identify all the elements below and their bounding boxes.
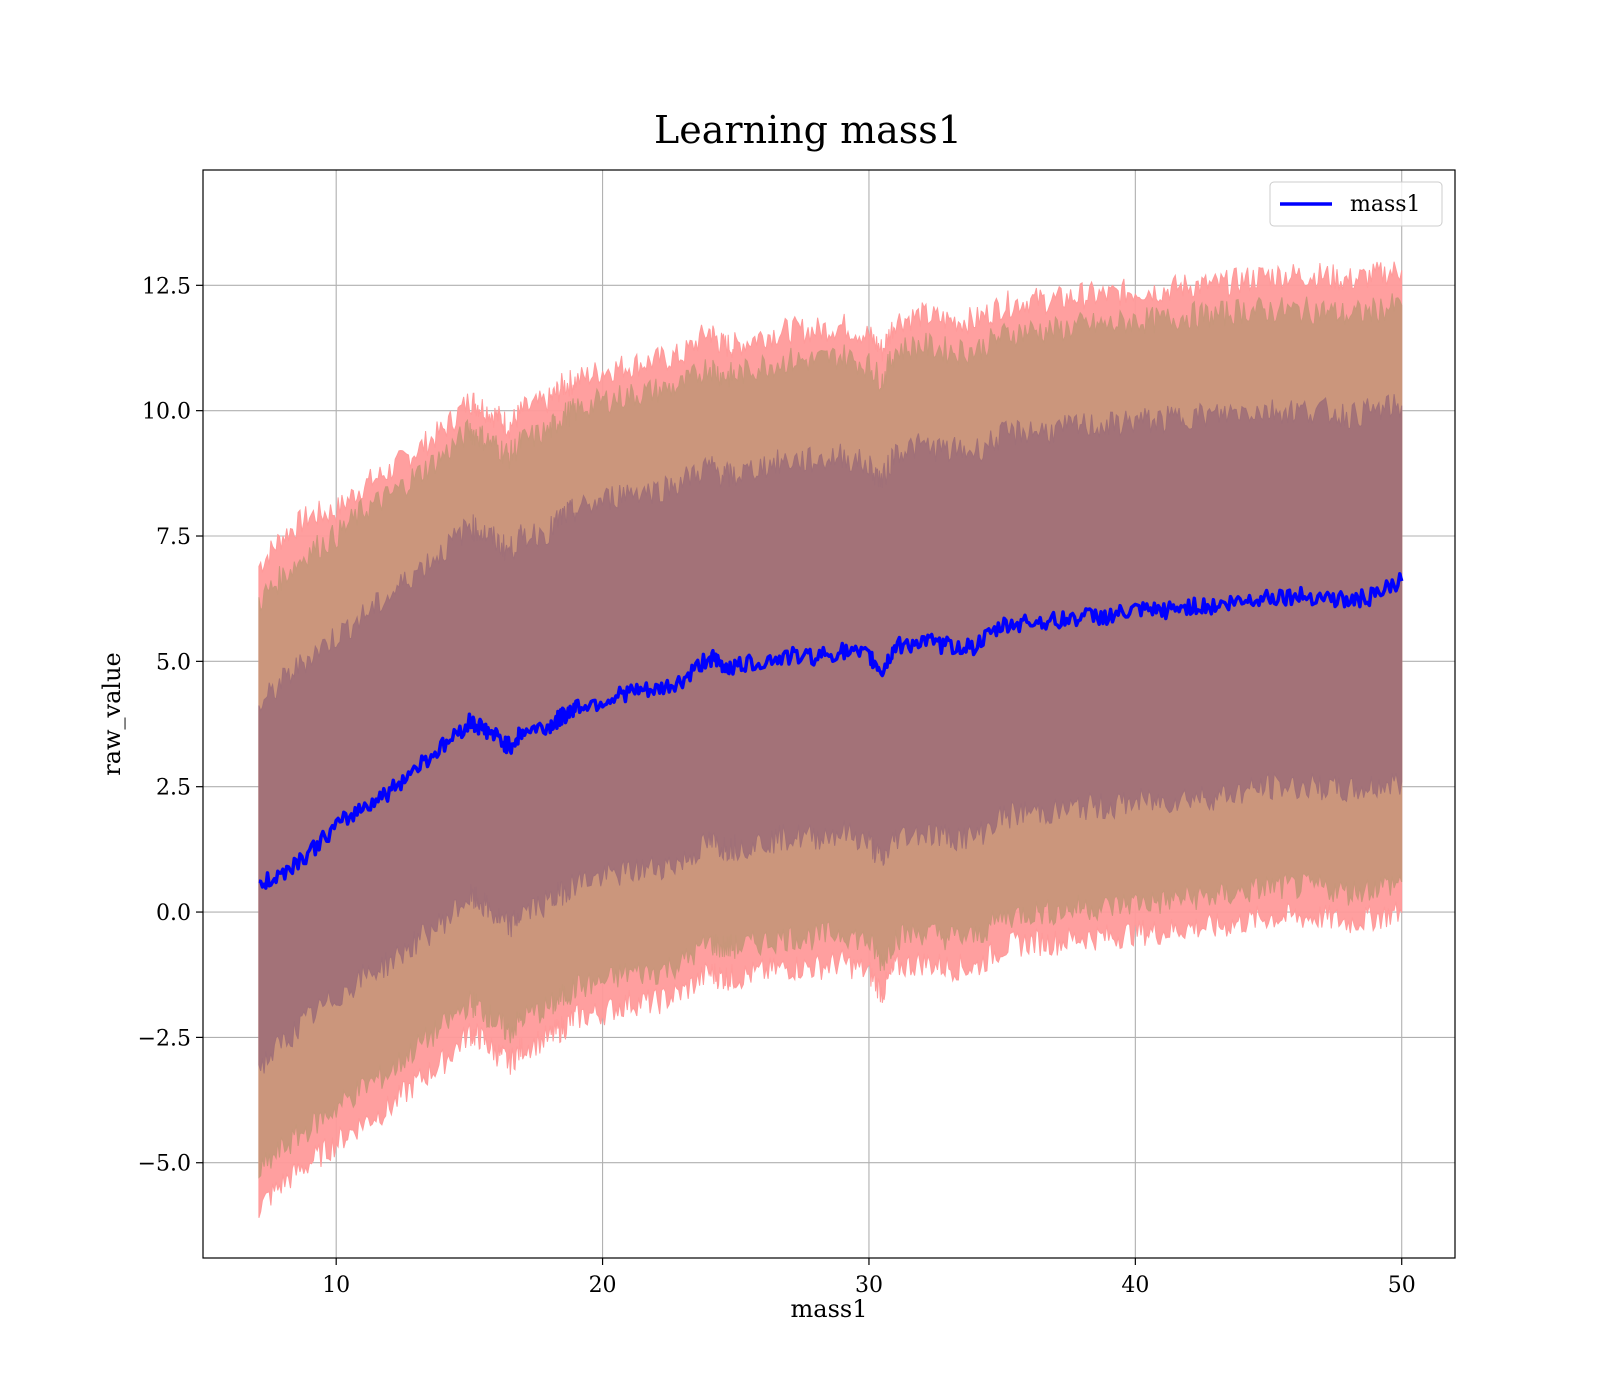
series-line-mass1 [258,572,1404,890]
band-inner [258,394,1403,1074]
series-lines [258,572,1404,890]
x-tick-label: 40 [1121,1273,1149,1298]
y-tick-label: 12.5 [142,274,191,299]
legend-box [1269,181,1443,227]
y-tick-label: 10.0 [142,400,191,425]
x-axis-label: mass1 [791,1295,868,1323]
y-tick-label: 5.0 [156,650,191,675]
x-tick-label: 50 [1388,1273,1416,1298]
plot-area [202,169,1456,1259]
legend-label: mass1 [1350,192,1421,217]
x-tick-label: 10 [322,1273,350,1298]
y-tick-label: 7.5 [156,525,191,550]
y-axis-ticks: −5.0 −2.5 0.0 2.5 5.0 7.5 10.0 12.5 [138,274,203,1177]
confidence-bands [258,261,1403,1218]
y-tick-label: −5.0 [138,1152,191,1177]
x-tick-label: 20 [589,1273,617,1298]
plot-frame [202,169,1456,1259]
y-tick-label: 2.5 [156,776,191,801]
y-axis-label: raw_value [98,652,126,776]
chart-title: Learning mass1 [654,108,962,152]
x-axis-ticks: 10 20 30 40 50 [322,1258,1416,1298]
legend: mass1 [1269,181,1443,227]
x-tick-label: 30 [855,1273,883,1298]
y-tick-label: 0.0 [156,901,191,926]
y-tick-label: −2.5 [138,1026,191,1051]
